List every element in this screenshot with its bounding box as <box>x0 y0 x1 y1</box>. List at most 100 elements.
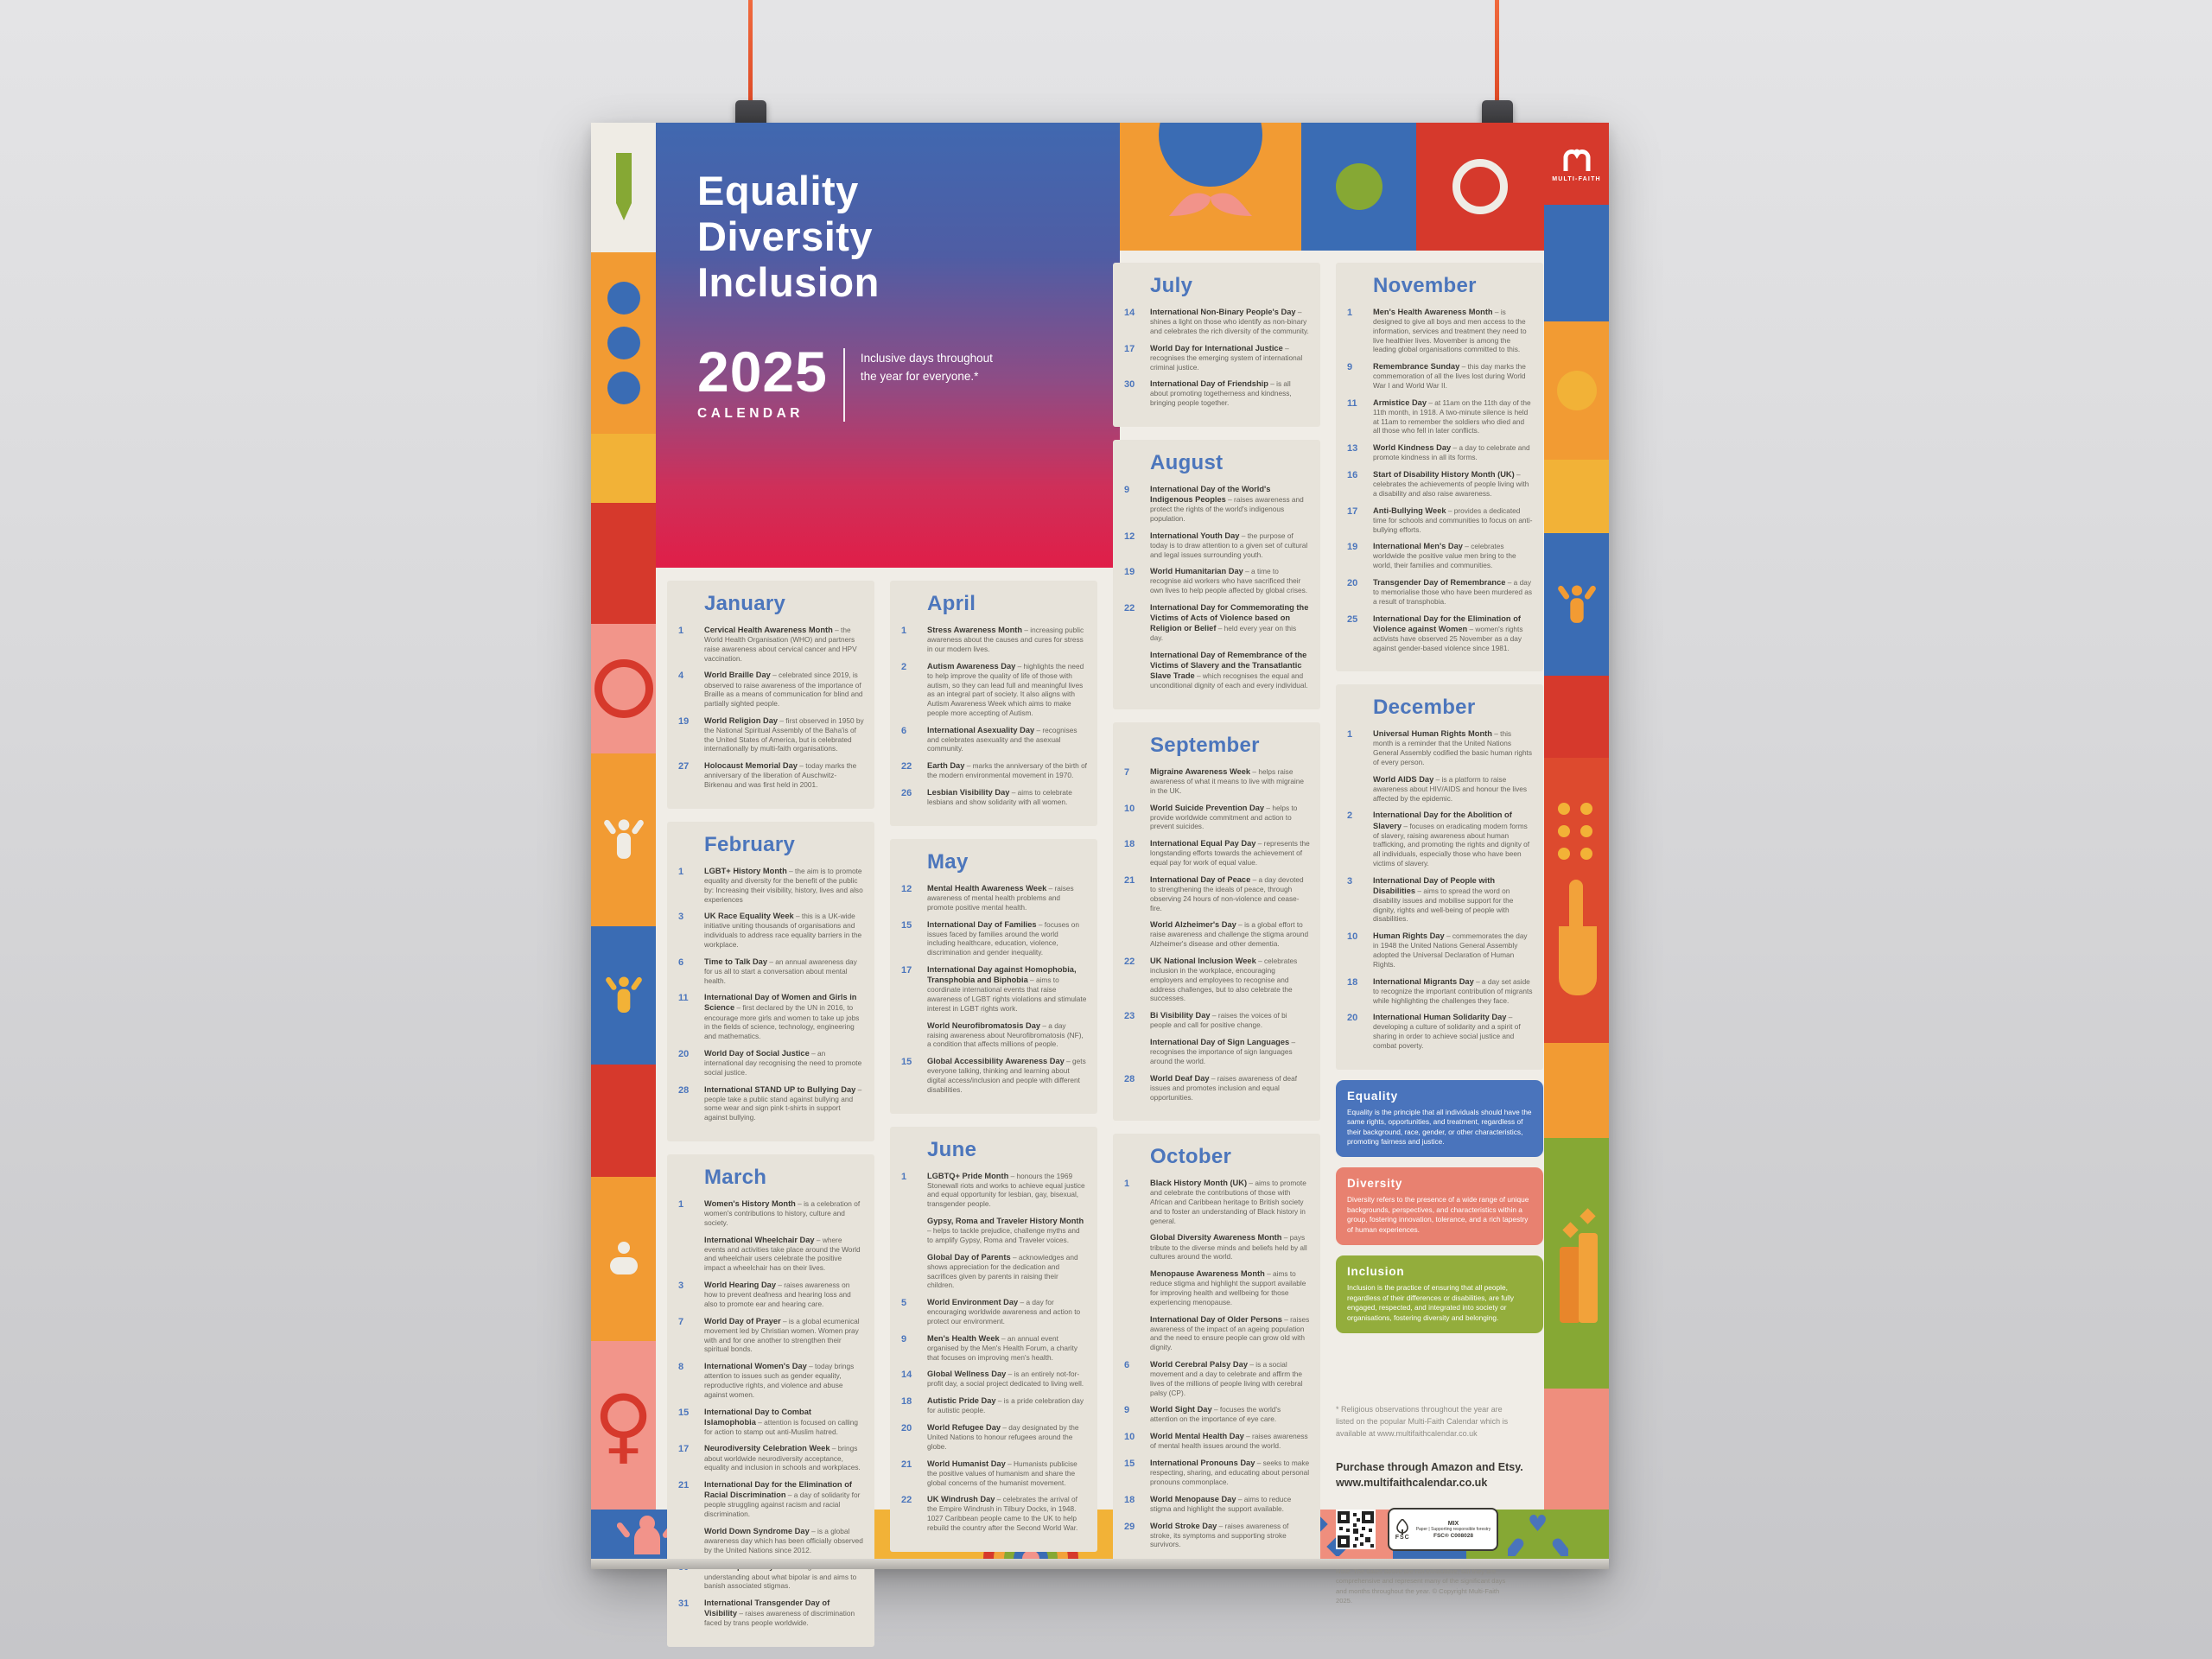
entry-title: International Youth Day <box>1150 531 1240 540</box>
column-2: April 1 Stress Awareness Month – increas… <box>890 581 1097 1552</box>
month-name: May <box>927 849 969 874</box>
entry-description: – developing a culture of solidarity and… <box>1373 1013 1521 1050</box>
entry-title: Earth Day <box>927 761 965 771</box>
entry-description: – recognises and celebrates asexuality a… <box>927 725 1077 753</box>
entry-title: International Day of Peace <box>1150 874 1251 884</box>
entry-text: International Day to Combat Islamophobia… <box>704 1407 864 1437</box>
calendar-entry: 9 International Day of the World's Indig… <box>1124 484 1310 524</box>
column-1: January 1 Cervical Health Awareness Mont… <box>667 581 874 1648</box>
entry-title: World Kindness Day <box>1373 443 1452 453</box>
calendar-entry: 12 Mental Health Awareness Week – raises… <box>901 883 1087 912</box>
entry-day <box>1347 774 1373 804</box>
entry-day: 1 <box>678 1198 684 1210</box>
entry-text: International Day against Homophobia, Tr… <box>927 964 1087 1014</box>
entry-description: – first observed in 1950 by the National… <box>704 715 864 753</box>
calendar-entry: 7 Migraine Awareness Week – helps raise … <box>1124 766 1310 796</box>
calendar-entry: 21 International Day of Peace – a day de… <box>1124 874 1310 912</box>
entry-text: World Mental Health Day – raises awarene… <box>1150 1431 1310 1451</box>
entry-text: Human Rights Day – commemorates the day … <box>1373 931 1533 969</box>
raised-arms-person-icon <box>1544 533 1609 676</box>
entry-description: – focuses on issues faced by families ar… <box>927 919 1079 957</box>
entry-text: Cervical Health Awareness Month – the Wo… <box>704 625 864 663</box>
month-panel-june: June 1 LGBTQ+ Pride Month – honours the … <box>890 1126 1097 1552</box>
entry-description: – seeks to make respecting, sharing, and… <box>1150 1459 1310 1486</box>
entry-title: World Humanist Day <box>927 1459 1006 1468</box>
entry-text: Anti-Bullying Week – provides a dedicate… <box>1373 505 1533 535</box>
entry-text: Men's Health Awareness Month – is design… <box>1373 307 1533 354</box>
entry-text: International Day of Older Persons – rai… <box>1150 1314 1310 1352</box>
calendar-entry: 20 Transgender Day of Remembrance – a da… <box>1347 577 1533 607</box>
calendar-entry: 13 World Kindness Day – a day to celebra… <box>1347 442 1533 462</box>
entry-text: Migraine Awareness Week – helps raise aw… <box>1150 766 1310 796</box>
entry-description: – celebrates worldwide the positive valu… <box>1373 542 1516 570</box>
entry-day: 12 <box>901 883 912 894</box>
entry-day: 13 <box>1347 443 1358 454</box>
poster-header: Equality Diversity Inclusion 2025 CALEND… <box>656 123 1120 568</box>
entry-description: – is a social movement and a day to cele… <box>1150 1359 1303 1397</box>
border-segment <box>591 1065 656 1177</box>
month-name: July <box>1150 274 1193 297</box>
entry-text: LGBTQ+ Pride Month – honours the 1969 St… <box>927 1171 1087 1209</box>
entry-title: World Neurofibromatosis Day <box>927 1020 1041 1030</box>
calendar-entry: 15 International Pronouns Day – seeks to… <box>1124 1458 1310 1487</box>
border-segment <box>1544 1389 1609 1510</box>
entry-text: LGBT+ History Month – the aim is to prom… <box>704 866 864 904</box>
calendar-entry: 23 Bi Visibility Day – raises the voices… <box>1124 1010 1310 1030</box>
entry-description: – the purpose of today is to draw attent… <box>1150 531 1308 559</box>
entry-description: – raises awareness of stroke, its sympto… <box>1150 1521 1289 1549</box>
calendar-entry: 18 Autistic Pride Day – is a pride celeb… <box>901 1395 1087 1415</box>
calendar-entry: 20 World Refugee Day – day designated by… <box>901 1422 1087 1452</box>
entry-day: 22 <box>1124 602 1135 613</box>
entry-title: International Transgender Day of Visibil… <box>704 1599 830 1618</box>
month-entries: 1 Cervical Health Awareness Month – the … <box>678 625 864 790</box>
entry-title: Women's History Month <box>704 1198 796 1208</box>
entry-day: 15 <box>901 1057 912 1068</box>
entry-description: – celebrates the arrival of the Empire W… <box>927 1495 1078 1533</box>
entry-title: Global Wellness Day <box>927 1370 1007 1379</box>
entry-description: – an annual event organised by the Men's… <box>927 1333 1078 1362</box>
entry-day: 22 <box>1124 956 1135 967</box>
entry-day: 19 <box>1347 542 1358 553</box>
entry-description: – helps raise awareness of what it means… <box>1150 766 1305 795</box>
entry-title: Anti-Bullying Week <box>1373 505 1446 515</box>
entry-day: 2 <box>901 661 907 672</box>
entry-title: International Pronouns Day <box>1150 1459 1255 1468</box>
definition-text: Diversity refers to the presence of a wi… <box>1347 1195 1529 1234</box>
entry-title: Transgender Day of Remembrance <box>1373 578 1506 588</box>
entry-description: – raises awareness of mental health issu… <box>1150 1432 1308 1451</box>
border-top <box>1120 123 1544 251</box>
entry-description: – aims to spread the word on disability … <box>1373 886 1514 924</box>
entry-title: International Day of the World's Indigen… <box>1150 484 1271 504</box>
calendar-entry: 25 International Day for the Elimination… <box>1347 613 1533 653</box>
calendar-entry: 8 International Women's Day – today brin… <box>678 1361 864 1399</box>
entry-title: International Day of Sign Languages <box>1150 1038 1290 1046</box>
calendar-entry: 10 Human Rights Day – commemorates the d… <box>1347 931 1533 969</box>
calendar-entry: 18 World Menopause Day – aims to reduce … <box>1124 1494 1310 1514</box>
entry-description: – this day marks the commemoration of al… <box>1373 362 1526 391</box>
entry-title: World Hearing Day <box>704 1281 777 1290</box>
entry-title: International Day of Families <box>927 919 1037 929</box>
entry-text: International Women's Day – today brings… <box>704 1361 864 1399</box>
entry-day: 9 <box>1124 484 1130 495</box>
entry-description: – is an entirely not-for-profit day, a s… <box>927 1370 1084 1389</box>
entry-description: – celebrated since 2019, is observed to … <box>704 671 863 709</box>
entry-text: World AIDS Day – is a platform to raise … <box>1373 774 1533 804</box>
calendar-entry: 28 International STAND UP to Bullying Da… <box>678 1084 864 1122</box>
entry-description: – acknowledges and shows appreciation fo… <box>927 1252 1078 1290</box>
border-segment <box>591 434 656 503</box>
entry-title: LGBT+ History Month <box>704 866 787 875</box>
calendar-entry: 15 International Day of Families – focus… <box>901 919 1087 957</box>
entry-title: Stress Awareness Month <box>927 626 1023 634</box>
entry-text: International Day of Women and Girls in … <box>704 992 864 1041</box>
month-panel-july: July 14 International Non-Binary People'… <box>1113 263 1320 427</box>
entry-day: 16 <box>1347 470 1358 481</box>
entry-day: 10 <box>1347 931 1358 943</box>
fsc-badge: FSC MIX Paper | Supporting responsible f… <box>1388 1508 1498 1552</box>
badges-row: FSC MIX Paper | Supporting responsible f… <box>1336 1508 1543 1552</box>
month-entries: 12 Mental Health Awareness Week – raises… <box>901 883 1087 1095</box>
entry-title: Global Accessibility Awareness Day <box>927 1057 1065 1066</box>
calendar-entry: Menopause Awareness Month – aims to redu… <box>1124 1268 1310 1306</box>
calendar-entry: 1 Universal Human Rights Month – this mo… <box>1347 728 1533 766</box>
entry-text: World Deaf Day – raises awareness of dea… <box>1150 1073 1310 1103</box>
